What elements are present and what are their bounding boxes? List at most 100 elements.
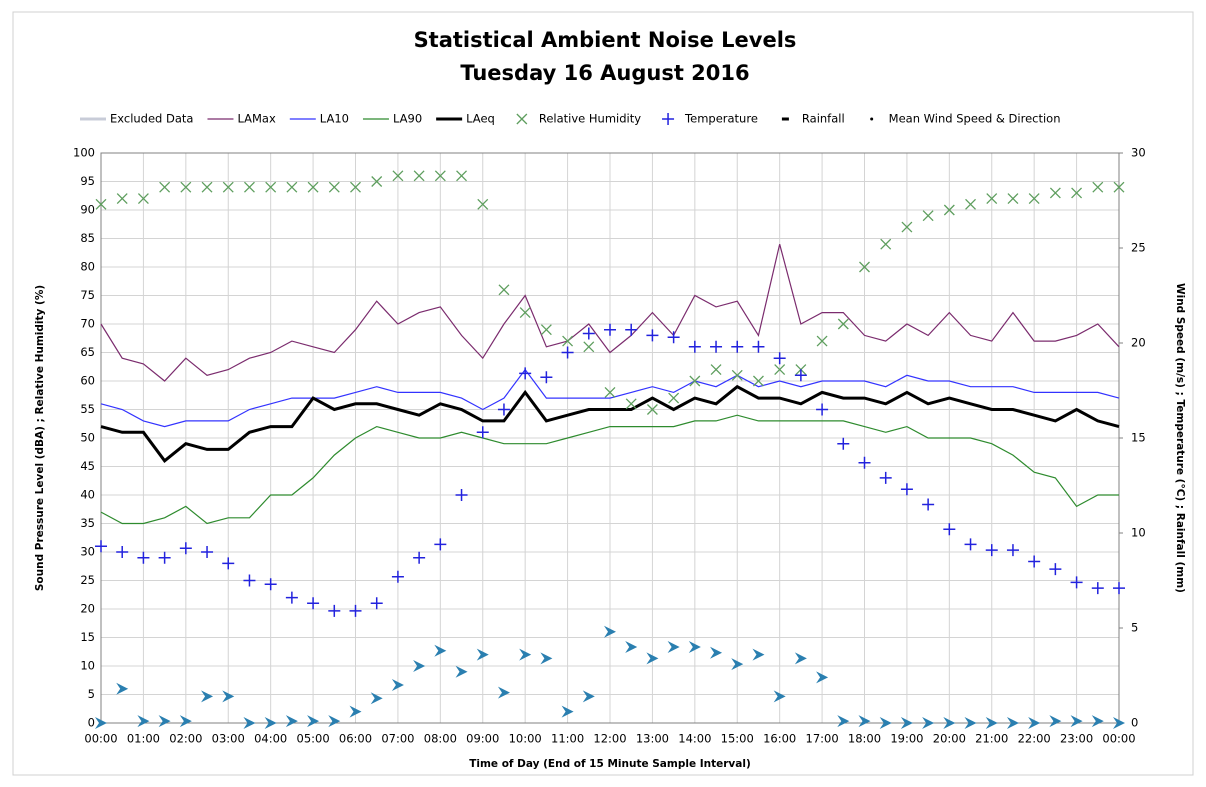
series-line <box>100 384 1120 463</box>
temperature-marker <box>455 489 468 501</box>
legend-label: LAeq <box>466 112 495 126</box>
humidity-marker <box>95 198 107 210</box>
temperature-marker <box>264 578 277 591</box>
humidity-marker <box>477 198 489 210</box>
legend-label: LA10 <box>320 112 349 126</box>
x-tick-label: 14:00 <box>678 732 711 746</box>
legend-item: Rainfall <box>781 112 845 126</box>
wind-marker <box>519 648 532 661</box>
x-tick-label: 01:00 <box>127 732 160 746</box>
temperature-marker <box>95 540 107 553</box>
humidity-marker <box>328 181 340 193</box>
legend-swatch <box>870 117 874 121</box>
y-tick-label: 50 <box>80 431 95 445</box>
humidity-marker <box>625 398 637 410</box>
humidity-marker <box>413 170 425 182</box>
humidity-marker <box>201 181 213 193</box>
humidity-marker <box>774 364 786 376</box>
y-tick-label: 90 <box>80 203 95 217</box>
wind-marker <box>264 717 277 729</box>
series-line <box>100 368 1120 428</box>
legend-swatch <box>781 117 789 121</box>
humidity-marker <box>180 181 192 193</box>
wind-marker <box>540 652 553 665</box>
wind-marker <box>646 652 659 665</box>
temperature-marker <box>137 551 150 564</box>
wind-marker <box>137 715 150 728</box>
y-tick-label: 75 <box>80 288 95 302</box>
temperature-marker <box>943 523 956 536</box>
wind-marker <box>413 660 426 672</box>
series-markers <box>95 170 1125 415</box>
temperature-marker <box>667 331 680 344</box>
humidity-marker <box>922 210 934 222</box>
humidity-marker <box>646 404 658 415</box>
humidity-marker <box>498 284 510 296</box>
x-tick-label: 04:00 <box>254 732 287 746</box>
wind-marker <box>116 682 129 695</box>
chart-subtitle: Tuesday 16 August 2016 <box>460 61 749 85</box>
humidity-marker <box>456 170 468 182</box>
temperature-marker <box>794 369 807 382</box>
wind-marker <box>816 671 829 684</box>
wind-marker <box>710 646 723 659</box>
wind-marker <box>158 715 171 728</box>
y2-axis-title: Wind Speed (m/s) ; Temperature (°C) ; Ra… <box>1174 283 1186 593</box>
wind-marker <box>561 705 574 718</box>
temperature-marker <box>582 327 595 340</box>
wind-marker <box>1028 717 1041 729</box>
wind-marker <box>285 715 298 728</box>
wind-marker <box>1113 717 1125 729</box>
temperature-marker <box>837 437 850 450</box>
humidity-marker <box>986 193 998 205</box>
humidity-marker <box>1113 181 1125 193</box>
x-tick-label: 21:00 <box>975 732 1008 746</box>
x-tick-label: 05:00 <box>297 732 330 746</box>
temperature-marker <box>1113 582 1125 595</box>
y-tick-label: 30 <box>80 545 95 559</box>
temperature-marker <box>179 542 192 555</box>
humidity-marker <box>265 181 277 193</box>
wind-marker <box>794 652 807 665</box>
wind-marker <box>964 717 977 729</box>
x-tick-label: 00:00 <box>1102 732 1135 746</box>
y-tick-label: 25 <box>80 573 95 587</box>
wind-marker <box>434 644 447 657</box>
x-tick-label: 22:00 <box>1018 732 1051 746</box>
y2-tick-label: 10 <box>1131 526 1146 540</box>
humidity-marker <box>943 204 955 216</box>
x-tick-label: 12:00 <box>593 732 626 746</box>
x-tick-label: 00:00 <box>84 732 117 746</box>
humidity-marker <box>880 238 892 250</box>
temperature-marker <box>985 544 998 557</box>
wind-marker <box>349 705 362 718</box>
y-tick-label: 70 <box>80 317 95 331</box>
temperature-marker <box>1028 555 1041 568</box>
temperature-marker <box>413 551 426 564</box>
temperature-marker <box>561 346 574 359</box>
wind-marker <box>625 641 638 653</box>
humidity-marker <box>137 193 149 205</box>
wind-marker <box>243 717 256 729</box>
y-tick-label: 35 <box>80 516 95 530</box>
wind-marker <box>1070 715 1083 728</box>
humidity-marker <box>371 176 383 187</box>
x-tick-label: 19:00 <box>890 732 923 746</box>
temperature-marker <box>752 340 765 353</box>
humidity-marker <box>1071 187 1083 199</box>
temperature-marker <box>476 426 489 439</box>
humidity-marker <box>668 392 680 404</box>
legend-item: Relative Humidity <box>516 112 641 126</box>
y2-tick-label: 0 <box>1131 716 1138 730</box>
x-tick-label: 03:00 <box>212 732 245 746</box>
temperature-marker <box>434 538 447 551</box>
y-tick-label: 55 <box>80 402 95 416</box>
temperature-marker <box>116 546 129 558</box>
temperature-marker <box>222 557 235 570</box>
plot-border <box>100 152 1120 724</box>
wind-marker <box>476 648 489 661</box>
wind-marker <box>95 717 107 729</box>
humidity-marker <box>689 375 701 387</box>
y-tick-label: 0 <box>88 716 95 730</box>
x-tick-label: 10:00 <box>509 732 542 746</box>
